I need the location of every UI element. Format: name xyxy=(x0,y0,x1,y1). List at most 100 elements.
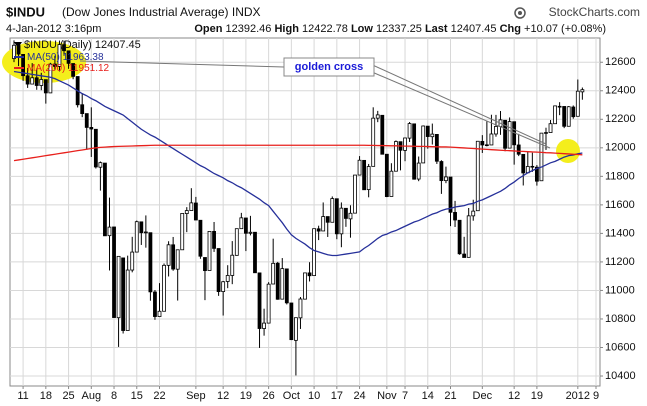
x-tick-label: 19 xyxy=(531,390,543,402)
candle-body xyxy=(116,255,121,319)
legend-label: MA(50) 11963.38 xyxy=(27,52,104,63)
plot-area xyxy=(12,40,585,376)
candle-body xyxy=(253,231,257,274)
legend-label: $INDU (Daily) 12407.45 xyxy=(24,39,141,51)
candle-body xyxy=(134,221,139,253)
candle-body xyxy=(380,114,385,155)
legend-icon xyxy=(14,42,22,48)
candle-body xyxy=(366,166,371,191)
y-tick-label: 11800 xyxy=(605,170,635,182)
candle-body xyxy=(62,44,66,52)
x-tick-label: 8 xyxy=(111,390,117,402)
candle-body xyxy=(575,90,580,117)
candle-body xyxy=(421,125,426,164)
candle-body xyxy=(171,244,176,270)
candle-body xyxy=(353,174,357,214)
candle-body xyxy=(453,212,457,221)
candle-body xyxy=(562,106,567,127)
candle-body xyxy=(112,226,116,318)
source: StockCharts.com xyxy=(549,5,640,19)
candle-body xyxy=(403,137,407,151)
candle-body xyxy=(212,230,216,249)
candle-body xyxy=(475,140,480,212)
candle-body xyxy=(448,176,453,213)
candle-body xyxy=(484,144,489,147)
x-tick-label: 24 xyxy=(353,390,365,402)
legend: $INDU (Daily) 12407.45 MA(50) 11963.38 M… xyxy=(14,39,141,74)
candle-body xyxy=(189,202,194,211)
candle-body xyxy=(248,231,253,234)
candle-body xyxy=(330,198,335,223)
x-tick-label: 9 xyxy=(593,390,599,402)
candle-body xyxy=(303,272,307,300)
annotation-box xyxy=(283,57,375,77)
candle-body xyxy=(566,106,571,127)
candle-body xyxy=(284,268,289,304)
x-tick-label: 21 xyxy=(444,390,456,402)
quote-label: Chg xyxy=(500,23,521,35)
candle-body xyxy=(494,126,498,135)
candle-body xyxy=(544,132,548,134)
candle-body xyxy=(243,217,248,234)
candle-body xyxy=(12,44,16,59)
annotation-leader xyxy=(371,71,551,149)
symbol: $INDU xyxy=(6,4,45,19)
candle-body xyxy=(580,89,585,93)
candle-body xyxy=(375,114,380,119)
candle-body xyxy=(234,228,239,256)
candle-body xyxy=(175,249,180,270)
candle-body xyxy=(334,198,339,235)
candle-body xyxy=(107,226,112,237)
x-tick-label: Sep xyxy=(186,390,206,402)
candle-body xyxy=(571,106,576,118)
candle-body xyxy=(553,105,557,125)
candle-body xyxy=(216,248,221,292)
x-tick-label: Oct xyxy=(283,390,300,402)
candle-body xyxy=(275,262,280,300)
candle-body xyxy=(548,123,553,133)
candle-body xyxy=(321,216,326,232)
y-tick-label: 10600 xyxy=(605,341,636,353)
x-tick-label: 18 xyxy=(40,390,52,402)
candle-body xyxy=(103,162,107,237)
candle-body xyxy=(30,77,35,85)
ma-line xyxy=(13,70,583,257)
candle-body xyxy=(34,77,39,86)
candle-body xyxy=(184,210,189,214)
x-tick-label: 26 xyxy=(263,390,275,402)
candle-body xyxy=(434,134,439,162)
candle-body xyxy=(444,176,448,182)
candle-body xyxy=(298,298,303,319)
candle-body xyxy=(539,132,544,182)
candle-body xyxy=(25,75,30,85)
legend-value: 11963.38 xyxy=(63,52,104,63)
candle-body xyxy=(425,125,430,137)
x-tick-label: Nov xyxy=(377,390,397,402)
quote-value: 12407.45 xyxy=(451,23,497,35)
candle-body xyxy=(457,219,462,255)
x-tick-label: 11 xyxy=(17,390,28,402)
y-tick-label: 12400 xyxy=(605,85,636,97)
candle-body xyxy=(84,113,89,128)
candle-body xyxy=(193,202,198,221)
candle-body xyxy=(466,215,471,258)
legend-text: $INDU (Daily) xyxy=(24,39,92,51)
candle-body xyxy=(39,79,44,86)
candle-body xyxy=(130,251,135,271)
candle-body xyxy=(416,162,421,180)
candle-body xyxy=(153,291,157,317)
annotation-leader xyxy=(79,60,285,68)
y-tick-label: 12200 xyxy=(605,113,636,125)
candle-body xyxy=(71,63,76,77)
x-tick-label: 12 xyxy=(508,390,520,402)
candle-body xyxy=(230,254,235,276)
candle-body xyxy=(89,127,94,130)
x-tick-label: 17 xyxy=(331,390,343,402)
x-tick-label: 14 xyxy=(422,390,434,402)
quote-label: Low xyxy=(351,23,373,35)
candle-body xyxy=(21,54,25,77)
annotation-text: golden cross xyxy=(295,61,363,73)
candle-body xyxy=(462,253,467,258)
candle-body xyxy=(262,322,266,329)
candle-body xyxy=(407,123,412,139)
